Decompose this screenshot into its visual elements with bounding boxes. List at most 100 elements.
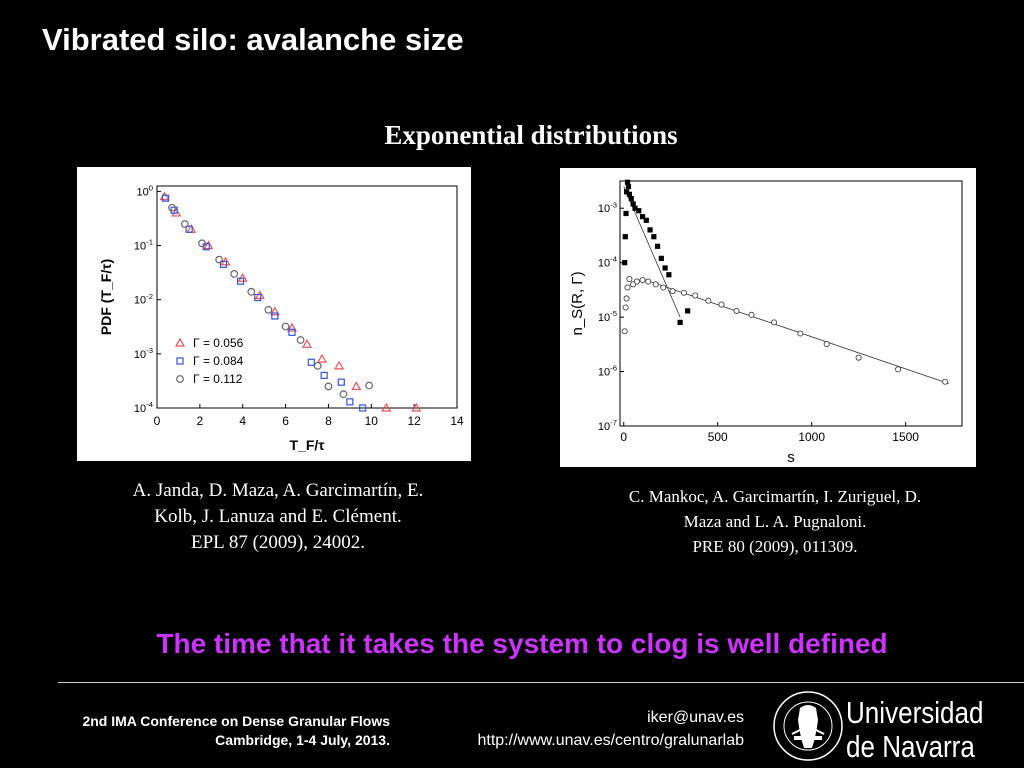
left-plot-frame (156, 185, 458, 409)
right-data-point-open (771, 319, 778, 326)
right-y-tick-label: 10-3 (598, 200, 617, 215)
left-data-point (286, 322, 298, 332)
right-data-point-open (718, 301, 725, 308)
right-x-tick-label: 1000 (798, 430, 825, 444)
right-data-point-open (748, 311, 755, 318)
right-y-axis-label: n_S(R, Γ) (569, 271, 586, 335)
right-data-point-filled (662, 265, 668, 271)
left-x-tick-label: 2 (197, 414, 204, 428)
right-data-point-open (733, 307, 740, 314)
left-data-point (159, 191, 170, 201)
right-data-point-filled (630, 201, 636, 207)
slide-title: Vibrated silo: avalanche size (42, 22, 464, 57)
left-data-point (334, 360, 345, 370)
left-data-point (346, 398, 354, 406)
right-data-point-filled (647, 227, 653, 233)
right-plot-frame (619, 180, 963, 427)
left-data-point (351, 381, 362, 391)
right-data-point-filled (623, 189, 630, 195)
left-data-point (247, 287, 256, 296)
right-data-point-open (942, 378, 949, 385)
right-data-point-filled (622, 260, 628, 266)
left-data-point (359, 404, 367, 412)
left-legend-entry: Γ = 0.084 (193, 354, 244, 368)
website-link[interactable]: http://www.unav.es/centro/gralunarlab (477, 732, 744, 749)
right-data-point-open (692, 292, 699, 299)
left-x-tick-label: 10 (365, 414, 379, 428)
right-data-point-open (639, 276, 646, 284)
left-data-point (271, 312, 279, 320)
right-caption-line: Maza and L. A. Pugnaloni. (683, 512, 867, 531)
left-x-axis-label: T_F/τ (289, 437, 325, 453)
left-legend-marker (176, 357, 184, 365)
left-y-tick-label: 10-1 (134, 238, 153, 253)
left-data-point (171, 207, 182, 217)
right-fit-line-shallow (642, 278, 949, 385)
left-y-axis-label: PDF (T_F/τ) (98, 259, 114, 335)
left-data-point (269, 306, 280, 316)
left-y-tick-label: 10-4 (134, 400, 154, 415)
right-x-axis-label: s (787, 449, 795, 466)
left-legend-entry: Γ = 0.112 (193, 372, 243, 386)
right-data-point-filled (651, 234, 657, 240)
left-x-tick-label: 4 (239, 414, 246, 428)
right-data-point-filled (677, 319, 683, 325)
right-data-point-open (705, 297, 712, 304)
left-chart-panel: 0 2 4 6 8 10 12 14 100 10-1 10-2 10-3 10-4 T_F/τ PDF (… (77, 167, 471, 461)
right-data-point-open (855, 354, 862, 361)
right-data-point-open (633, 278, 640, 285)
right-data-point-filled (622, 234, 628, 240)
left-data-point (219, 260, 228, 268)
left-data-point (203, 240, 214, 250)
left-y-tick-label: 10-3 (134, 346, 153, 361)
right-y-tick-label: 10-4 (598, 255, 618, 270)
right-y-tick-label: 10-7 (598, 418, 617, 433)
conference-location: Cambridge, 1-4 July, 2013. (215, 732, 390, 748)
left-legend-marker (176, 375, 184, 383)
left-data-point (288, 328, 296, 336)
right-y-tick-label: 10-6 (598, 364, 617, 379)
left-data-point (339, 390, 348, 399)
right-data-point-filled (654, 243, 661, 249)
university-line-1: Universidad (846, 695, 984, 730)
left-legend-entry: Γ = 0.056 (193, 336, 244, 350)
conference-info: 2nd IMA Conference on Dense Granular Flo… (0, 712, 390, 750)
left-data-point (381, 402, 392, 412)
left-x-tick-label: 12 (407, 414, 421, 428)
right-data-point-open (624, 284, 631, 291)
right-data-point-open (626, 276, 633, 283)
right-data-point-open (623, 295, 630, 302)
left-caption-line: EPL 87 (2009), 24002. (191, 532, 365, 553)
right-chart-panel: 0 500 1000 1500 10-3 10-4 10-5 10-6 10-7 s n_S(R, … (560, 168, 976, 467)
left-y-tick-label: 100 (136, 183, 153, 198)
conference-name: 2nd IMA Conference on Dense Granular Flo… (82, 713, 390, 729)
left-data-point (307, 358, 315, 366)
left-x-tick-label: 8 (325, 414, 332, 428)
right-data-point-filled (666, 272, 672, 278)
right-data-point-open (652, 281, 659, 288)
right-data-point-filled (626, 191, 632, 197)
left-chart: 0 2 4 6 8 10 12 14 100 10-1 10-2 10-3 10-4 T_F/τ PDF (… (98, 183, 464, 453)
right-y-tick-label: 10-5 (598, 309, 617, 324)
left-data-point (313, 361, 322, 370)
left-data-point (170, 206, 178, 214)
right-data-point-open (645, 278, 652, 285)
left-data-point (320, 371, 328, 380)
left-data-point (168, 203, 176, 212)
left-data-point (254, 293, 262, 302)
left-data-point (411, 402, 422, 412)
left-data-point (264, 305, 273, 314)
left-data-point (236, 277, 245, 285)
left-x-tick-label: 14 (450, 414, 464, 428)
left-y-tick-label: 10-2 (134, 292, 153, 307)
left-data-point (198, 239, 206, 248)
left-data-point (180, 220, 189, 228)
right-data-point-open (669, 288, 676, 295)
contact-info: iker@unav.es http://www.unav.es/centro/g… (380, 706, 744, 752)
email-link[interactable]: iker@unav.es (647, 709, 744, 726)
right-data-point-filled (632, 205, 638, 211)
university-line-2: de Navarra (846, 729, 975, 764)
left-data-point (365, 381, 374, 390)
right-x-tick-label: 500 (708, 430, 728, 444)
right-data-point-open (680, 289, 687, 296)
